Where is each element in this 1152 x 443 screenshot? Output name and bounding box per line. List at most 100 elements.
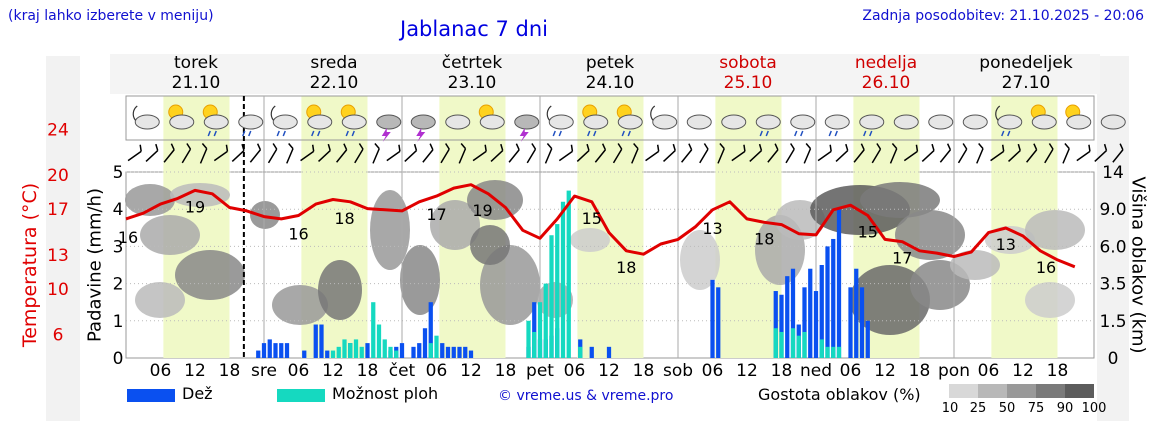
wind-barb (631, 143, 639, 164)
cloud-icon (928, 114, 954, 130)
x-tick-label: 18 (1047, 361, 1069, 381)
cloud-icon (893, 114, 919, 130)
density-level-label: 10 (941, 401, 959, 416)
cloud-density-area (480, 245, 540, 325)
day-name: sreda (310, 53, 358, 73)
shower-bar (555, 224, 560, 358)
density-level-label: 100 (1081, 401, 1107, 416)
x-tick-label: čet (389, 361, 416, 381)
wind-barb (508, 143, 520, 163)
shower-bar (537, 302, 543, 358)
wind-barb (372, 143, 380, 164)
wind-barb (1026, 143, 1038, 163)
wind-barb (526, 143, 537, 164)
density-level-label: 75 (1027, 401, 1045, 416)
x-tick-label: 06 (150, 361, 172, 381)
temperature-value-label: 13 (996, 235, 1016, 254)
shower-bar (434, 335, 439, 358)
rain-bar (790, 268, 796, 358)
x-tick-label: sob (663, 361, 693, 381)
wind-barb (386, 144, 401, 162)
shower-bar (796, 335, 801, 358)
density-swatch (1065, 384, 1094, 398)
shower-bar (560, 201, 566, 358)
wind-barb (853, 143, 865, 163)
rain-bar (422, 328, 428, 358)
cloud-rain-icon (824, 114, 850, 137)
storm-icon (410, 114, 436, 142)
density-level-label: 25 (969, 401, 987, 416)
x-tick-label: 18 (771, 361, 793, 381)
wind-barb (318, 143, 331, 163)
temperature-value-label: 18 (616, 258, 636, 277)
precip-tick-label: 2 (113, 275, 124, 295)
cloud-density-area (125, 184, 175, 216)
cloud-density-area (430, 200, 480, 250)
x-tick-label: 06 (426, 361, 448, 381)
shower-bar (836, 346, 842, 358)
rain-bar (302, 350, 307, 358)
cloud-density-area (850, 265, 930, 335)
shower-bar (330, 350, 336, 358)
rain-bar (589, 346, 594, 358)
wind-barb (249, 143, 262, 163)
rain-bar (428, 302, 433, 358)
x-tick-label: ned (800, 361, 832, 381)
last-update-text: Zadnja posodobitev: 21.10.2025 - 20:06 (862, 8, 1144, 24)
shower-bar (543, 283, 548, 358)
precip-tick-label: 5 (113, 163, 124, 183)
x-tick-label: 18 (909, 361, 931, 381)
cloud-tick-label: 6.0 (1099, 237, 1126, 257)
day-name: nedelja (854, 53, 918, 73)
shower-bar (388, 346, 393, 358)
wind-barb (1112, 143, 1124, 163)
temperature-value-label: 17 (892, 249, 912, 268)
left-axis-strip (46, 56, 80, 421)
rain-bar (865, 320, 870, 358)
cloud-density-area (250, 201, 280, 229)
wind-barb (404, 143, 418, 163)
density-swatch (949, 384, 978, 398)
rain-bar (825, 246, 830, 358)
cloud-icon (962, 114, 988, 130)
cloud-icon (1100, 114, 1126, 130)
copyright-link[interactable]: © vreme.us & vreme.pro (498, 388, 674, 404)
wind-barb (440, 143, 450, 164)
temperature-tick-label: 10 (47, 280, 69, 300)
rain-bar (411, 346, 416, 358)
rain-bar (256, 350, 261, 358)
x-tick-label: 06 (840, 361, 862, 381)
rain-bar (710, 279, 715, 358)
rain-bar (779, 294, 784, 358)
temperature-value-label: 18 (754, 229, 774, 248)
cloud-density-area (680, 230, 720, 290)
day-name: petek (585, 53, 635, 73)
wind-barb (472, 144, 487, 162)
shower-bar (532, 331, 537, 358)
wind-barb (976, 143, 984, 164)
sun-cloud-rain-icon (202, 104, 229, 137)
density-swatch (978, 384, 1007, 398)
cloud-density-area (400, 245, 440, 315)
rain-bar (325, 350, 330, 358)
wind-barb (231, 143, 245, 163)
rain-bar (457, 346, 462, 358)
x-tick-label: 18 (357, 361, 379, 381)
shower-bar (549, 235, 554, 358)
shower-bar (566, 190, 571, 358)
wind-barb (957, 143, 968, 164)
wind-barb (181, 143, 192, 164)
shower-bar (394, 350, 399, 358)
rain-bar (273, 343, 278, 358)
wind-barb (871, 143, 882, 164)
shower-bar (382, 339, 387, 358)
wind-barb (354, 143, 364, 164)
rain-bar (451, 346, 456, 358)
shower-bar (359, 346, 364, 358)
wind-barb (1044, 143, 1054, 164)
storm-icon (376, 114, 402, 142)
sun-cloud-icon (1030, 104, 1057, 130)
density-level-label: 50 (998, 401, 1016, 416)
day-date: 24.10 (585, 73, 635, 93)
rain-bar (284, 343, 290, 358)
